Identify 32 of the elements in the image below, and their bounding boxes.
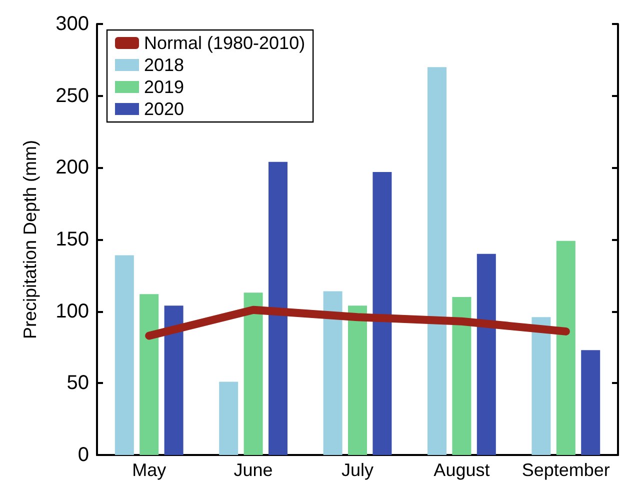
y-tick-label: 50 (66, 372, 89, 394)
legend-label: 2018 (144, 55, 184, 75)
y-tick-label: 150 (56, 228, 89, 250)
bar (348, 306, 367, 455)
bar (140, 294, 159, 455)
bar (268, 162, 288, 455)
x-tick-label: September (522, 460, 610, 480)
legend-label: 2019 (144, 77, 184, 97)
x-tick-label: May (132, 460, 166, 480)
bar (581, 350, 600, 455)
bar (244, 292, 263, 455)
bar (556, 240, 576, 455)
x-tick-label: June (234, 460, 273, 480)
legend-label: 2020 (144, 99, 184, 119)
y-tick-label: 300 (56, 13, 89, 35)
bar (452, 296, 472, 455)
y-tick-label: 250 (56, 84, 89, 107)
bar (114, 255, 134, 455)
bar (164, 306, 184, 455)
bar (476, 254, 496, 455)
bar (532, 317, 551, 455)
legend-label: Normal (1980-2010) (144, 33, 306, 53)
x-tick-label: July (341, 460, 374, 480)
x-tick-label: August (434, 460, 490, 480)
bar (219, 382, 238, 455)
bar (428, 67, 446, 455)
bar (323, 291, 342, 455)
y-axis-title: Precipitation Depth (mm) (20, 140, 40, 340)
y-tick-label: 200 (56, 156, 89, 179)
y-tick-label: 100 (56, 300, 89, 322)
y-tick-label: 0 (78, 444, 89, 466)
bar (372, 172, 392, 455)
